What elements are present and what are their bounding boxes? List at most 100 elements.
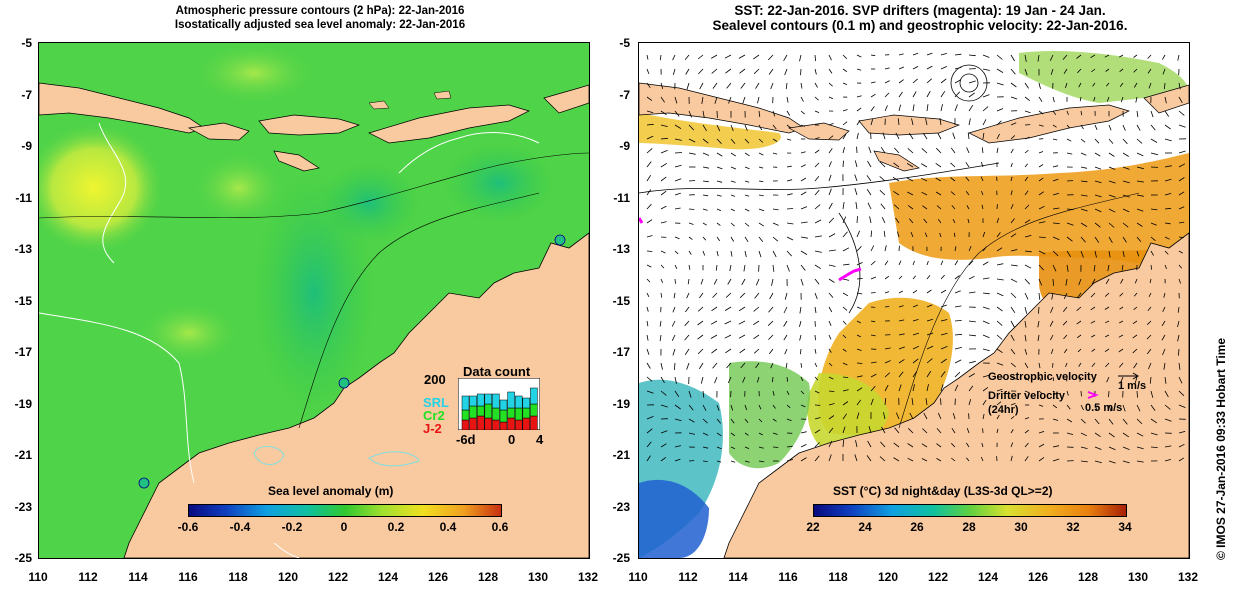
pressure-contour — [39, 312, 195, 484]
velocity-arrow — [800, 206, 808, 210]
velocity-arrow — [772, 250, 777, 258]
velocity-arrow — [646, 250, 653, 252]
velocity-arrow — [828, 403, 835, 406]
velocity-arrow — [867, 440, 872, 448]
velocity-arrow — [884, 347, 891, 350]
velocity-arrow — [686, 362, 690, 370]
x-tick-label: 120 — [277, 570, 299, 584]
velocity-arrow — [1177, 320, 1180, 328]
velocity-arrow — [1178, 150, 1186, 154]
velocity-arrow — [744, 222, 750, 227]
velocity-arrow — [1178, 362, 1181, 370]
velocity-arrow — [684, 334, 690, 341]
velocity-arrow — [1038, 221, 1046, 224]
sst-map-svg — [639, 43, 1189, 558]
geostrophic-velocity-arrows — [646, 52, 1187, 464]
velocity-arrow — [702, 446, 709, 449]
velocity-arrow — [646, 68, 650, 75]
velocity-arrow — [1038, 124, 1044, 127]
velocity-arrow — [1024, 390, 1030, 394]
velocity-arrow — [1052, 96, 1055, 103]
velocity-arrow — [1162, 68, 1166, 75]
velocity-arrow — [674, 362, 676, 370]
velocity-arrow — [940, 90, 946, 98]
velocity-arrow — [772, 222, 779, 226]
velocity-arrow — [702, 404, 707, 411]
data-count-x-end: 4 — [536, 432, 544, 447]
velocity-arrow — [758, 404, 762, 410]
velocity-arrow — [1164, 459, 1172, 462]
velocity-arrow — [786, 264, 790, 272]
velocity-arrow — [1080, 124, 1084, 130]
data-count-bar — [476, 393, 485, 407]
colorbar-tick-label: 30 — [1014, 520, 1028, 534]
velocity-arrow — [783, 334, 788, 341]
data-count-bar — [507, 417, 515, 430]
velocity-arrow — [912, 260, 915, 266]
velocity-arrow — [895, 132, 900, 140]
velocity-arrow — [912, 104, 915, 112]
velocity-arrow — [1178, 250, 1183, 254]
data-count-bar — [469, 395, 477, 407]
velocity-arrow — [725, 292, 732, 298]
velocity-arrow — [1136, 194, 1144, 197]
velocity-arrow — [996, 362, 1004, 366]
velocity-arrow — [1076, 306, 1082, 312]
velocity-arrow — [716, 138, 722, 144]
velocity-arrow — [699, 82, 704, 90]
velocity-arrow — [921, 177, 928, 182]
velocity-arrow — [1150, 264, 1153, 270]
velocity-arrow — [898, 53, 904, 56]
velocity-arrow — [674, 250, 679, 255]
velocity-arrow — [954, 359, 962, 364]
velocity-arrow — [1066, 110, 1069, 116]
data-count-bars — [458, 378, 540, 430]
y-tick-label: -19 — [612, 396, 630, 411]
velocity-arrow — [882, 132, 886, 140]
velocity-arrow — [828, 454, 832, 462]
velocity-arrow — [727, 376, 732, 384]
velocity-arrow — [716, 208, 722, 212]
velocity-arrow — [646, 82, 651, 88]
velocity-arrow — [1080, 166, 1088, 169]
velocity-arrow — [1133, 306, 1138, 311]
velocity-arrow — [1038, 236, 1046, 238]
velocity-arrow — [842, 54, 848, 59]
velocity-arrow — [660, 404, 668, 408]
velocity-arrow — [1136, 404, 1141, 412]
velocity-arrow — [1136, 208, 1144, 212]
data-count-bar — [484, 393, 493, 405]
velocity-arrow — [1024, 442, 1029, 448]
velocity-arrow — [884, 245, 887, 252]
velocity-arrow — [996, 133, 1000, 140]
velocity-arrow — [935, 162, 942, 168]
velocity-arrow — [828, 376, 834, 380]
velocity-arrow — [1094, 222, 1101, 228]
velocity-arrow — [842, 401, 849, 406]
velocity-arrow — [800, 390, 805, 395]
velocity-arrow — [1147, 68, 1152, 74]
velocity-arrow — [1164, 82, 1166, 90]
velocity-arrow — [754, 292, 760, 299]
velocity-arrow — [784, 292, 788, 300]
velocity-arrow — [1052, 278, 1054, 286]
y-tick-label: -11 — [15, 190, 32, 205]
x-tick-label: 114 — [728, 570, 748, 584]
velocity-arrow — [1010, 264, 1018, 267]
velocity-arrow — [828, 82, 833, 87]
velocity-arrow — [1136, 390, 1138, 398]
velocity-arrow — [982, 399, 987, 406]
data-count-bar — [522, 407, 531, 419]
velocity-arrow — [911, 398, 914, 406]
velocity-arrow — [940, 384, 944, 392]
velocity-arrow — [1010, 135, 1016, 140]
velocity-arrow — [951, 205, 956, 210]
velocity-arrow — [936, 428, 942, 434]
velocity-arrow — [996, 348, 1003, 354]
velocity-arrow — [688, 180, 696, 182]
velocity-arrow — [758, 194, 764, 197]
velocity-arrow — [758, 250, 762, 258]
velocity-arrow — [884, 92, 890, 98]
velocity-arrow — [1122, 446, 1130, 450]
velocity-arrow — [921, 443, 928, 448]
